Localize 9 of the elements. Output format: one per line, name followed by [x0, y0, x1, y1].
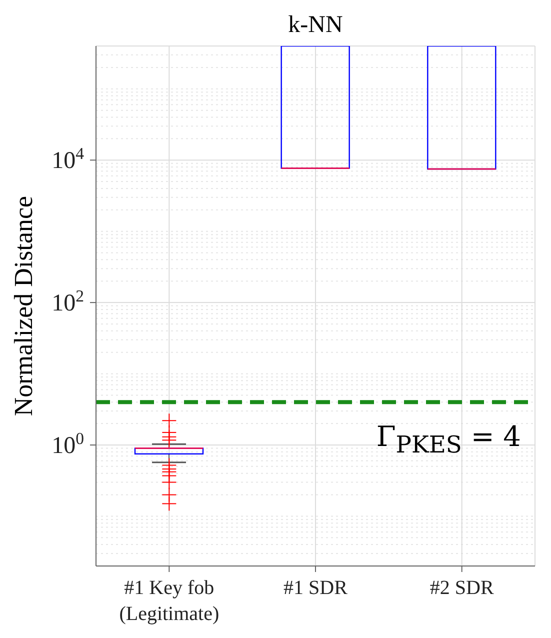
x-tick-label: #1 SDR: [284, 577, 348, 599]
annotation: Γ$_{PKES}$ = 4: [376, 420, 521, 459]
y-axis-title: Normalized Distance: [9, 196, 39, 416]
chart-title: k-NN: [287, 12, 344, 39]
x-tick-label: #2 SDR: [430, 577, 494, 599]
y-tick-label: 10$^{2}$: [52, 286, 84, 317]
y-tick-label: 10$^{4}$: [52, 144, 85, 174]
y-tick-label: 10$^{0}$: [52, 428, 84, 459]
x-tick-label: #1 Key fob (Legitimate): [119, 577, 220, 625]
